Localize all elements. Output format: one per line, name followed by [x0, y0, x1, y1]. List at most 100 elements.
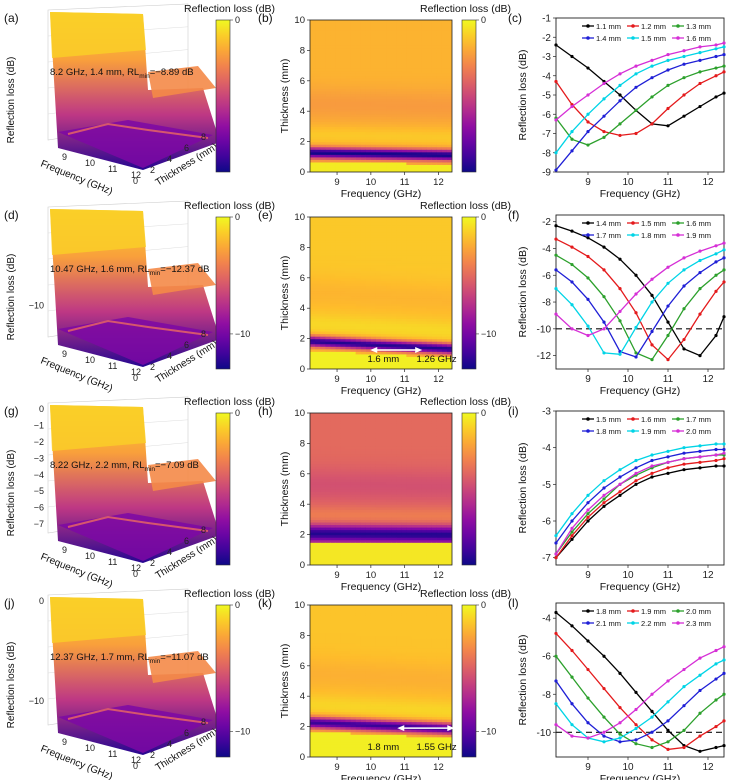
heatmap-cell	[355, 118, 362, 122]
heatmap-cell	[335, 524, 342, 528]
heatmap-cell	[360, 101, 367, 105]
heatmap-cell	[360, 552, 367, 556]
heatmap-cell	[396, 418, 402, 422]
heatmap-cell	[320, 37, 326, 41]
heatmap-cell	[421, 305, 428, 309]
heatmap-cell	[365, 524, 372, 528]
heatmap-cell	[330, 80, 336, 84]
heatmap-cell	[365, 458, 372, 462]
heatmap-cell	[396, 141, 402, 145]
heatmap-cell	[355, 35, 362, 39]
heatmap-cell	[310, 313, 316, 317]
heatmap-cell	[441, 325, 448, 330]
heatmap-cell	[340, 496, 347, 500]
heatmap-cell	[396, 438, 402, 442]
colorbar-tick-label: 0	[235, 15, 240, 25]
heatmap-cell	[310, 90, 316, 95]
heatmap-cell	[375, 156, 382, 160]
heatmap-cell	[421, 217, 428, 221]
heatmap-cell	[416, 131, 423, 135]
heatmap-cell	[401, 85, 407, 89]
heatmap-cell	[375, 55, 382, 59]
heatmap-cell	[330, 96, 336, 100]
heatmap-cell	[320, 25, 326, 29]
heatmap-cell	[365, 159, 372, 163]
heatmap-cell	[396, 22, 402, 26]
heatmap-cell	[345, 93, 352, 97]
heatmap-cell	[370, 227, 377, 231]
heatmap-cell	[381, 415, 387, 419]
freq-tick-label: 9	[62, 545, 67, 555]
heatmap-cell	[355, 287, 362, 292]
heatmap-cell	[375, 121, 382, 125]
heatmap-cell	[416, 85, 423, 89]
heatmap-cell	[421, 262, 428, 266]
heatmap-cell	[370, 418, 377, 422]
thickness-tick-label: 2	[150, 362, 155, 372]
heatmap-cell	[421, 336, 428, 340]
heatmap-cell	[396, 234, 402, 238]
heatmap-cell	[310, 217, 316, 221]
heatmap-cell	[431, 308, 438, 312]
heatmap-cell	[360, 428, 367, 432]
heatmap-cell	[406, 229, 413, 233]
heatmap-cell	[320, 75, 326, 79]
heatmap-cell	[335, 557, 342, 561]
heatmap-cell	[345, 25, 352, 29]
heatmap-cell	[340, 336, 347, 340]
heatmap-cell	[365, 353, 372, 357]
heatmap-cell	[446, 75, 452, 79]
heatmap-cell	[335, 341, 342, 345]
heatmap-cell	[375, 139, 382, 143]
heatmap-cell	[365, 139, 372, 143]
heatmap-cell	[431, 35, 438, 39]
heatmap-cell	[426, 237, 433, 241]
heatmap-cell	[315, 222, 321, 226]
heatmap-cell	[391, 118, 397, 122]
heatmap-cell	[320, 45, 326, 49]
heatmap-cell	[365, 527, 372, 531]
heatmap-cell	[391, 277, 397, 281]
heatmap-cell	[426, 164, 433, 168]
heatmap-cell	[365, 40, 372, 44]
heatmap-cell	[401, 318, 407, 322]
heatmap-cell	[365, 504, 372, 508]
heatmap-cell	[320, 418, 326, 422]
heatmap-cell	[396, 121, 402, 125]
heatmap-cell	[320, 151, 326, 155]
heatmap-cell	[315, 267, 321, 271]
heatmap-cell	[365, 328, 372, 332]
heatmap-cell	[375, 60, 382, 64]
heatmap-cell	[446, 139, 452, 143]
heatmap-cell	[431, 315, 438, 319]
heatmap-cell	[421, 353, 428, 357]
series-point	[698, 81, 702, 86]
heatmap-cell	[391, 318, 397, 322]
heatmap-cell	[375, 30, 382, 34]
heatmap-cell	[365, 476, 372, 480]
heatmap-cell	[426, 113, 433, 117]
heatmap-cell	[375, 164, 382, 168]
heatmap-cell	[370, 164, 377, 168]
heatmap-cell	[391, 255, 397, 259]
heatmap-cell	[345, 549, 352, 553]
heatmap-cell	[375, 328, 382, 332]
heatmap-cell	[350, 468, 357, 472]
heatmap-cell	[375, 361, 382, 365]
heatmap-cell	[386, 333, 392, 337]
heatmap-cell	[381, 55, 387, 59]
heatmap-cell	[365, 123, 372, 127]
heatmap-cell	[315, 85, 321, 89]
heatmap-cell	[355, 32, 362, 36]
heatmap-cell	[335, 549, 342, 553]
heatmap-cell	[370, 98, 377, 102]
heatmap-cell	[370, 63, 377, 67]
heatmap-cell	[406, 217, 413, 221]
heatmap-cell	[365, 144, 372, 148]
heatmap-cell	[350, 318, 357, 322]
heatmap-cell	[391, 351, 397, 355]
heatmap-cell	[340, 85, 347, 89]
heatmap-cell	[335, 247, 342, 251]
series-point	[666, 304, 670, 308]
heatmap-cell	[320, 519, 326, 523]
